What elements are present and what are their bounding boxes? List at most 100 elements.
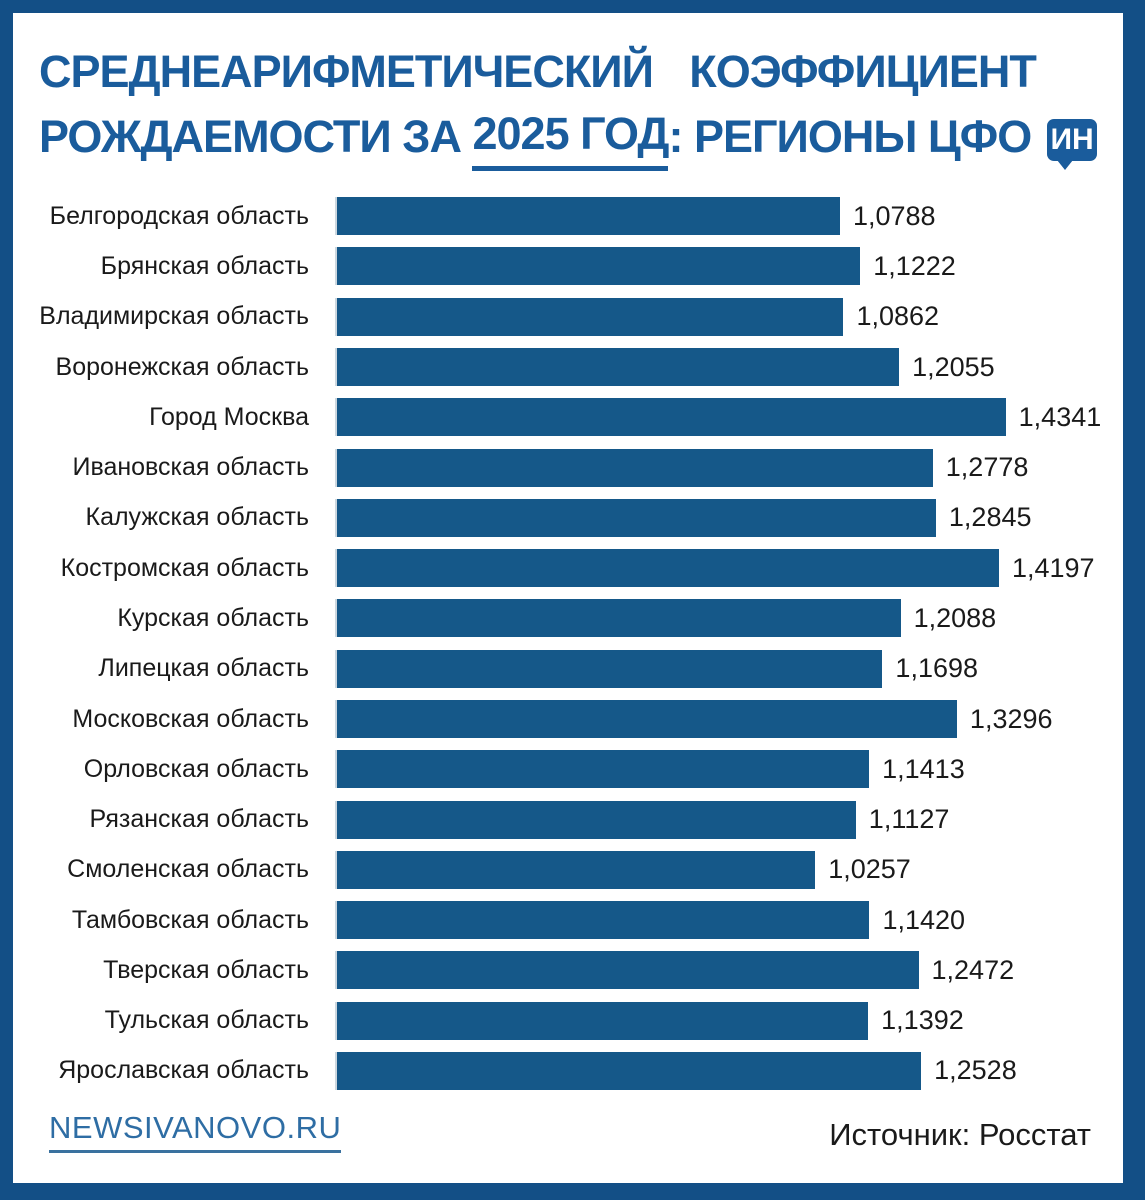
bar-zone: 1,1413	[335, 750, 1097, 789]
value-label: 1,0257	[828, 854, 911, 885]
region-label: Московская область	[72, 704, 309, 733]
region-label: Липецкая область	[98, 654, 309, 683]
value-bar	[337, 197, 840, 236]
bar-zone: 1,2845	[335, 498, 1097, 537]
region-label: Город Москва	[149, 402, 309, 431]
region-label: Костромская область	[60, 553, 309, 582]
region-label: Воронежская область	[55, 352, 309, 381]
region-label: Тверская область	[103, 955, 309, 984]
region-label: Белгородская область	[49, 201, 309, 230]
region-label: Брянская область	[100, 251, 309, 280]
value-bar	[337, 398, 1006, 437]
value-bar	[337, 549, 999, 588]
value-bar	[337, 1051, 922, 1090]
region-label: Калужская область	[85, 503, 310, 532]
chart-row: Московская область 1,3296	[39, 700, 1097, 738]
bar-zone: 1,0257	[335, 850, 1097, 889]
chart-row: Тамбовская область 1,1420	[39, 901, 1097, 940]
chart-row: Воронежская область 1,2055	[39, 348, 1097, 387]
bar-zone: 1,2088	[335, 599, 1097, 638]
value-label: 1,2845	[948, 502, 1032, 533]
title-line-2-prefix: РОЖДАЕМОСТИ ЗА	[39, 111, 462, 163]
value-bar	[337, 297, 844, 336]
chart-row: Тульская область 1,1392	[39, 1001, 1097, 1040]
value-bar	[337, 850, 816, 889]
value-bar	[337, 1001, 869, 1040]
badge-label: ИН	[1050, 123, 1094, 157]
bar-zone: 1,1222	[335, 247, 1097, 286]
chart-row: Смоленская область 1,0257	[39, 850, 1097, 889]
value-bar	[337, 951, 919, 990]
page-title: СРЕДНЕАРИФМЕТИЧЕСКИЙ КОЭФФИЦИЕНТ РОЖДАЕМ…	[39, 41, 1097, 172]
bar-chart: Белгородская область 1,0788 Брянская обл…	[39, 197, 1101, 1090]
bar-zone: 1,3296	[335, 700, 1097, 738]
value-label: 1,4197	[1011, 552, 1095, 583]
value-label: 1,1698	[895, 653, 979, 684]
value-label: 1,1392	[881, 1005, 964, 1036]
chart-row: Брянская область 1,1222	[39, 247, 1097, 286]
value-label: 1,3296	[969, 703, 1053, 734]
value-label: 1,1420	[882, 904, 966, 935]
value-label: 1,0862	[856, 301, 940, 332]
value-label: 1,2528	[934, 1055, 1017, 1086]
chart-row: Костромская область 1,4197	[39, 549, 1097, 588]
value-bar	[337, 498, 936, 537]
value-bar	[337, 348, 900, 387]
title-line-1: СРЕДНЕАРИФМЕТИЧЕСКИЙ КОЭФФИЦИЕНТ	[39, 46, 1037, 97]
chart-row: Владимирская область 1,0862	[39, 297, 1097, 336]
region-label: Курская область	[117, 603, 309, 632]
value-bar	[337, 599, 901, 638]
value-bar	[337, 700, 957, 738]
speech-bubble-tail-icon	[1057, 160, 1074, 171]
bar-zone: 1,2472	[335, 951, 1097, 990]
region-label: Владимирская область	[39, 302, 309, 331]
value-label: 1,2778	[945, 452, 1029, 483]
value-label: 1,4341	[1018, 401, 1102, 432]
value-label: 1,1413	[882, 753, 965, 784]
chart-row: Рязанская область 1,1127	[39, 800, 1097, 839]
region-label: Ярославская область	[58, 1056, 309, 1085]
infographic-card: СРЕДНЕАРИФМЕТИЧЕСКИЙ КОЭФФИЦИЕНТ РОЖДАЕМ…	[13, 13, 1123, 1183]
chart-row: Тверская область 1,2472	[39, 951, 1097, 990]
bar-zone: 1,2778	[335, 448, 1097, 487]
region-label: Смоленская область	[67, 855, 309, 884]
ivanovo-news-logo-badge: ИН	[1047, 119, 1097, 171]
value-bar	[337, 750, 870, 789]
bar-zone: 1,2055	[335, 348, 1097, 387]
value-label: 1,2088	[913, 602, 997, 633]
title-line-2: РОЖДАЕМОСТИ ЗА 2025 ГОД: РЕГИОНЫ ЦФО ИН	[39, 103, 1097, 172]
title-year-underlined: 2025 ГОД	[472, 103, 669, 172]
value-label: 1,1127	[868, 804, 950, 835]
value-label: 1,2472	[931, 954, 1015, 985]
bar-zone: 1,0862	[335, 297, 1097, 336]
bar-zone: 1,1127	[335, 800, 1097, 839]
chart-row: Липецкая область 1,1698	[39, 649, 1097, 688]
title-line-2-suffix: : РЕГИОНЫ ЦФО	[668, 111, 1032, 163]
region-label: Рязанская область	[89, 805, 310, 834]
chart-row: Ивановская область 1,2778	[39, 448, 1097, 487]
chart-row: Белгородская область 1,0788	[39, 197, 1097, 236]
value-bar	[337, 901, 870, 940]
source-label: Источник: Росстат	[829, 1117, 1091, 1152]
chart-row: Ярославская область 1,2528	[39, 1051, 1097, 1090]
region-label: Орловская область	[83, 754, 309, 783]
bar-zone: 1,4341	[335, 398, 1101, 437]
value-bar	[337, 649, 883, 688]
chart-row: Город Москва 1,4341	[39, 398, 1101, 437]
value-bar	[337, 800, 856, 839]
value-label: 1,0788	[852, 200, 936, 231]
bar-zone: 1,1698	[335, 649, 1097, 688]
chart-row: Орловская область 1,1413	[39, 750, 1097, 789]
value-label: 1,2055	[912, 351, 995, 382]
value-bar	[337, 448, 933, 487]
site-link[interactable]: NEWSIVANOVO.RU	[49, 1110, 342, 1153]
chart-row: Калужская область 1,2845	[39, 498, 1097, 537]
value-bar	[337, 247, 861, 286]
footer: NEWSIVANOVO.RU Источник: Росстат	[39, 1104, 1097, 1167]
value-label: 1,1222	[873, 250, 956, 281]
region-label: Тульская область	[104, 1006, 309, 1035]
region-label: Ивановская область	[72, 453, 309, 482]
region-label: Тамбовская область	[71, 905, 309, 934]
bar-zone: 1,2528	[335, 1051, 1097, 1090]
bar-zone: 1,4197	[335, 549, 1097, 588]
